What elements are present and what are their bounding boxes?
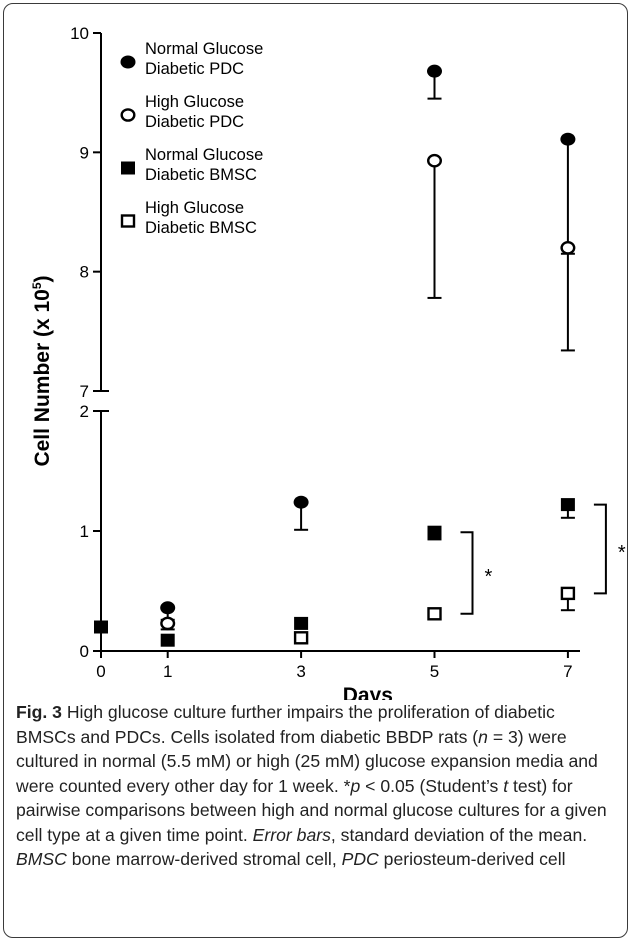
data-point: [293, 631, 309, 645]
y-tick-label: 7: [80, 382, 89, 401]
data-point: [427, 153, 443, 168]
caption-text: High glucose culture further impairs the…: [16, 702, 555, 747]
data-point: [560, 586, 576, 601]
y-tick-label: 2: [80, 402, 89, 421]
figure-label: Fig. 3: [16, 702, 62, 722]
legend-label: Normal Glucose: [145, 40, 263, 58]
data-point: [427, 64, 442, 78]
caption-text: bone marrow-derived stromal cell,: [66, 849, 342, 869]
data-point: [293, 495, 309, 509]
data-point: [560, 240, 576, 255]
data-point: [160, 616, 176, 631]
x-tick-label: 0: [96, 662, 105, 681]
legend-marker: [120, 214, 136, 228]
legend-marker: [120, 55, 136, 69]
caption-text: test) for pairwise comparisons between h…: [16, 775, 607, 845]
figure-frame: [3, 3, 628, 938]
caption-term: PDC: [341, 849, 379, 869]
caption-text: periosteum-derived cell: [378, 849, 566, 869]
legend-label: Diabetic BMSC: [145, 219, 257, 237]
caption-term: BMSC: [16, 849, 67, 869]
y-tick-label: 0: [80, 642, 89, 661]
x-axis-label: Days: [343, 684, 393, 700]
x-tick-label: 1: [163, 662, 172, 681]
legend-label: Diabetic BMSC: [145, 166, 257, 184]
x-tick-label: 7: [563, 662, 572, 681]
caption-term: Error bars: [252, 824, 331, 845]
significance-label: *: [618, 542, 626, 564]
significance-bracket: [460, 531, 474, 615]
caption-variable: n: [478, 726, 488, 747]
legend-label: Normal Glucose: [145, 146, 263, 164]
data-point: [560, 132, 576, 146]
figure-caption: Fig. 3 High glucose culture further impa…: [16, 700, 614, 872]
data-point: [427, 607, 442, 621]
caption-variable: p: [350, 775, 361, 796]
legend-marker: [121, 161, 135, 175]
significance-bracket: [593, 503, 607, 595]
caption-text: , standard deviation of the mean.: [330, 824, 588, 845]
legend-label: Diabetic PDC: [145, 60, 244, 78]
legend-label: High Glucose: [145, 93, 244, 111]
data-point: [160, 601, 176, 615]
legend-marker: [120, 108, 136, 122]
y-tick-label: 1: [80, 522, 89, 541]
data-point: [294, 616, 309, 630]
caption-text: < 0.05 (Student’s: [360, 775, 504, 796]
significance-label: *: [485, 566, 493, 588]
legend-label: High Glucose: [145, 199, 244, 217]
x-tick-label: 5: [430, 662, 439, 681]
legend-label: Diabetic PDC: [145, 113, 244, 131]
data-point: [427, 525, 442, 539]
y-axis-label: Cell Number (x 105): [30, 275, 54, 466]
data-point: [160, 633, 175, 647]
data-point: [560, 498, 575, 512]
x-tick-label: 3: [296, 662, 305, 681]
y-tick-label: 9: [80, 143, 89, 162]
y-tick-label: 8: [80, 263, 89, 282]
data-point: [94, 620, 108, 634]
caption-text: = 3) were cultured in normal (5.5 mM) or…: [16, 726, 598, 796]
y-tick-label: 10: [70, 24, 89, 43]
caption-variable: t: [503, 775, 509, 796]
